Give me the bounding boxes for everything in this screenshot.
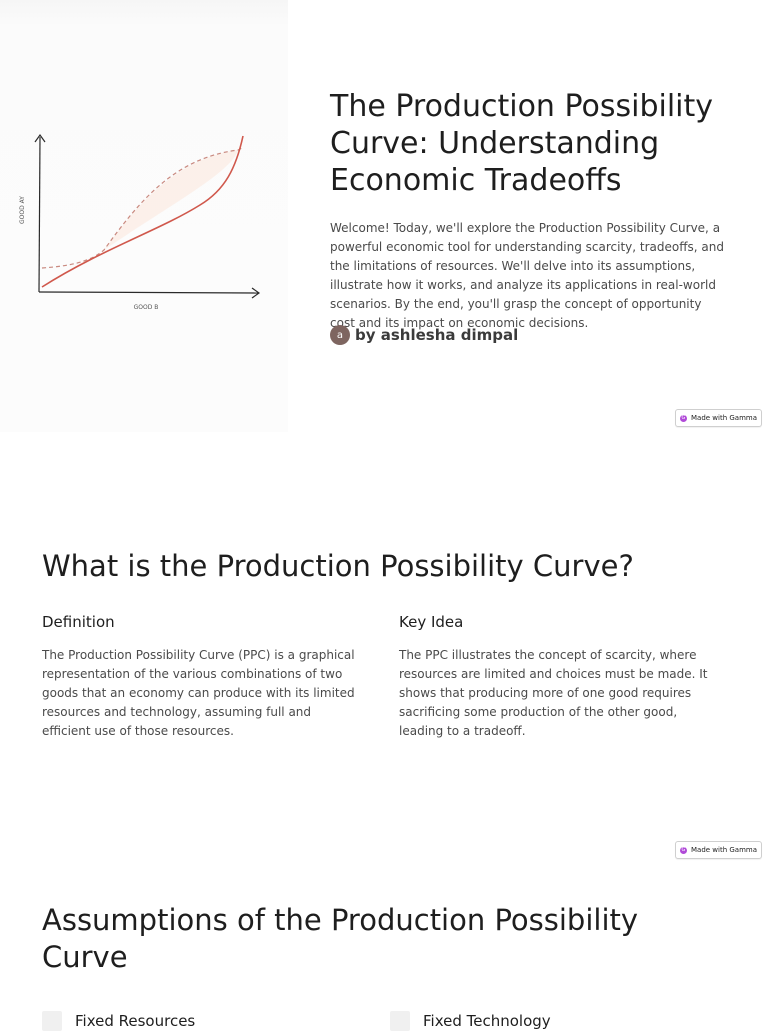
gamma-logo-icon: G [679, 846, 687, 854]
assumption-label: Fixed Resources [75, 1012, 196, 1030]
made-with-gamma-badge[interactable]: G Made with Gamma [675, 409, 762, 427]
assumption-item: Fixed Technology [390, 1011, 551, 1031]
assumption-icon [42, 1011, 62, 1031]
opportunity-area [104, 150, 238, 250]
page-title: The Production Possibility Curve: Unders… [330, 89, 714, 198]
y-axis-arrow [34, 133, 46, 143]
definition-column: Definition The Production Possibility Cu… [42, 612, 362, 741]
assumptions-slide: Assumptions of the Production Possibilit… [0, 864, 768, 1031]
author-name: by ashlesha dimpal [355, 326, 519, 344]
ppc-graph-illustration: GOOD AY GOOD B [19, 133, 261, 311]
author-row: a by ashlesha dimpal [330, 325, 518, 345]
badge-label: Made with Gamma [690, 846, 758, 854]
definition-heading: Definition [42, 613, 115, 631]
assumption-label: Fixed Technology [423, 1012, 551, 1030]
section-title: What is the Production Possibility Curve… [42, 549, 634, 583]
assumption-icon [390, 1011, 410, 1031]
key-idea-column: Key Idea The PPC illustrates the concept… [399, 612, 719, 741]
x-axis-label: GOOD B [134, 304, 159, 311]
x-axis-arrow [251, 287, 261, 299]
ppc-curve [41, 135, 244, 288]
avatar: a [330, 325, 350, 345]
badge-label: Made with Gamma [690, 414, 758, 422]
assumption-item: Fixed Resources [42, 1011, 195, 1031]
dashed-curve [41, 147, 243, 269]
y-axis-label: GOOD AY [19, 196, 26, 224]
key-idea-heading: Key Idea [399, 613, 464, 631]
gamma-logo-icon: G [679, 414, 687, 422]
y-axis [38, 136, 41, 293]
definition-text: The Production Possibility Curve (PPC) i… [42, 648, 355, 738]
ppc-sketch-image: GOOD AY GOOD B [0, 0, 288, 432]
intro-paragraph: Welcome! Today, we'll explore the Produc… [330, 221, 724, 330]
title-slide: GOOD AY GOOD B The Production Possibilit… [0, 0, 768, 432]
section-title: Assumptions of the Production Possibilit… [42, 903, 639, 974]
definition-slide: What is the Production Possibility Curve… [0, 432, 768, 864]
x-axis [38, 291, 259, 294]
key-idea-text: The PPC illustrates the concept of scarc… [399, 648, 708, 738]
made-with-gamma-badge[interactable]: G Made with Gamma [675, 841, 762, 859]
